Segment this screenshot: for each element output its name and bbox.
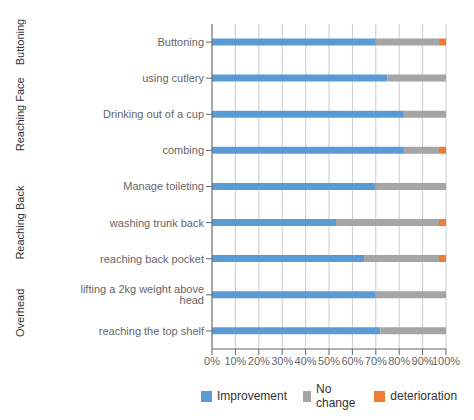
svg-text:40%: 40%	[295, 355, 317, 367]
svg-text:90%: 90%	[412, 355, 434, 367]
svg-text:reaching back pocket: reaching back pocket	[100, 253, 204, 265]
svg-text:washing trunk back: washing trunk back	[109, 217, 205, 229]
svg-text:lifting a 2kg weight abovehead: lifting a 2kg weight abovehead	[80, 283, 204, 306]
svg-text:Overhead: Overhead	[14, 289, 26, 337]
svg-text:combing: combing	[162, 144, 204, 156]
svg-text:Manage toileting: Manage toileting	[123, 180, 204, 192]
html-text:No change: No change	[316, 382, 356, 410]
html-text:deterioration: deterioration	[390, 389, 458, 403]
svg-text:10%: 10%	[224, 355, 246, 367]
svg-text:Reaching Face: Reaching Face	[14, 77, 26, 151]
svg-text:Reaching Back: Reaching Back	[14, 185, 26, 259]
svg-text:0%: 0%	[204, 355, 220, 367]
svg-text:Buttoning: Buttoning	[14, 19, 26, 65]
svg-text:20%: 20%	[248, 355, 270, 367]
svg-text:30%: 30%	[271, 355, 293, 367]
svg-text:reaching the top shelf: reaching the top shelf	[99, 325, 205, 337]
svg-text:70%: 70%	[365, 355, 387, 367]
svg-text:100%: 100%	[432, 355, 460, 367]
svg-text:Buttoning: Buttoning	[158, 36, 204, 48]
svg-text:50%: 50%	[318, 355, 340, 367]
svg-text:Drinking out of a cup: Drinking out of a cup	[103, 108, 204, 120]
svg-text:using cutlery: using cutlery	[142, 72, 204, 84]
html-text:Improvement: Improvement	[217, 389, 287, 403]
svg-text:80%: 80%	[388, 355, 410, 367]
svg-text:60%: 60%	[341, 355, 363, 367]
